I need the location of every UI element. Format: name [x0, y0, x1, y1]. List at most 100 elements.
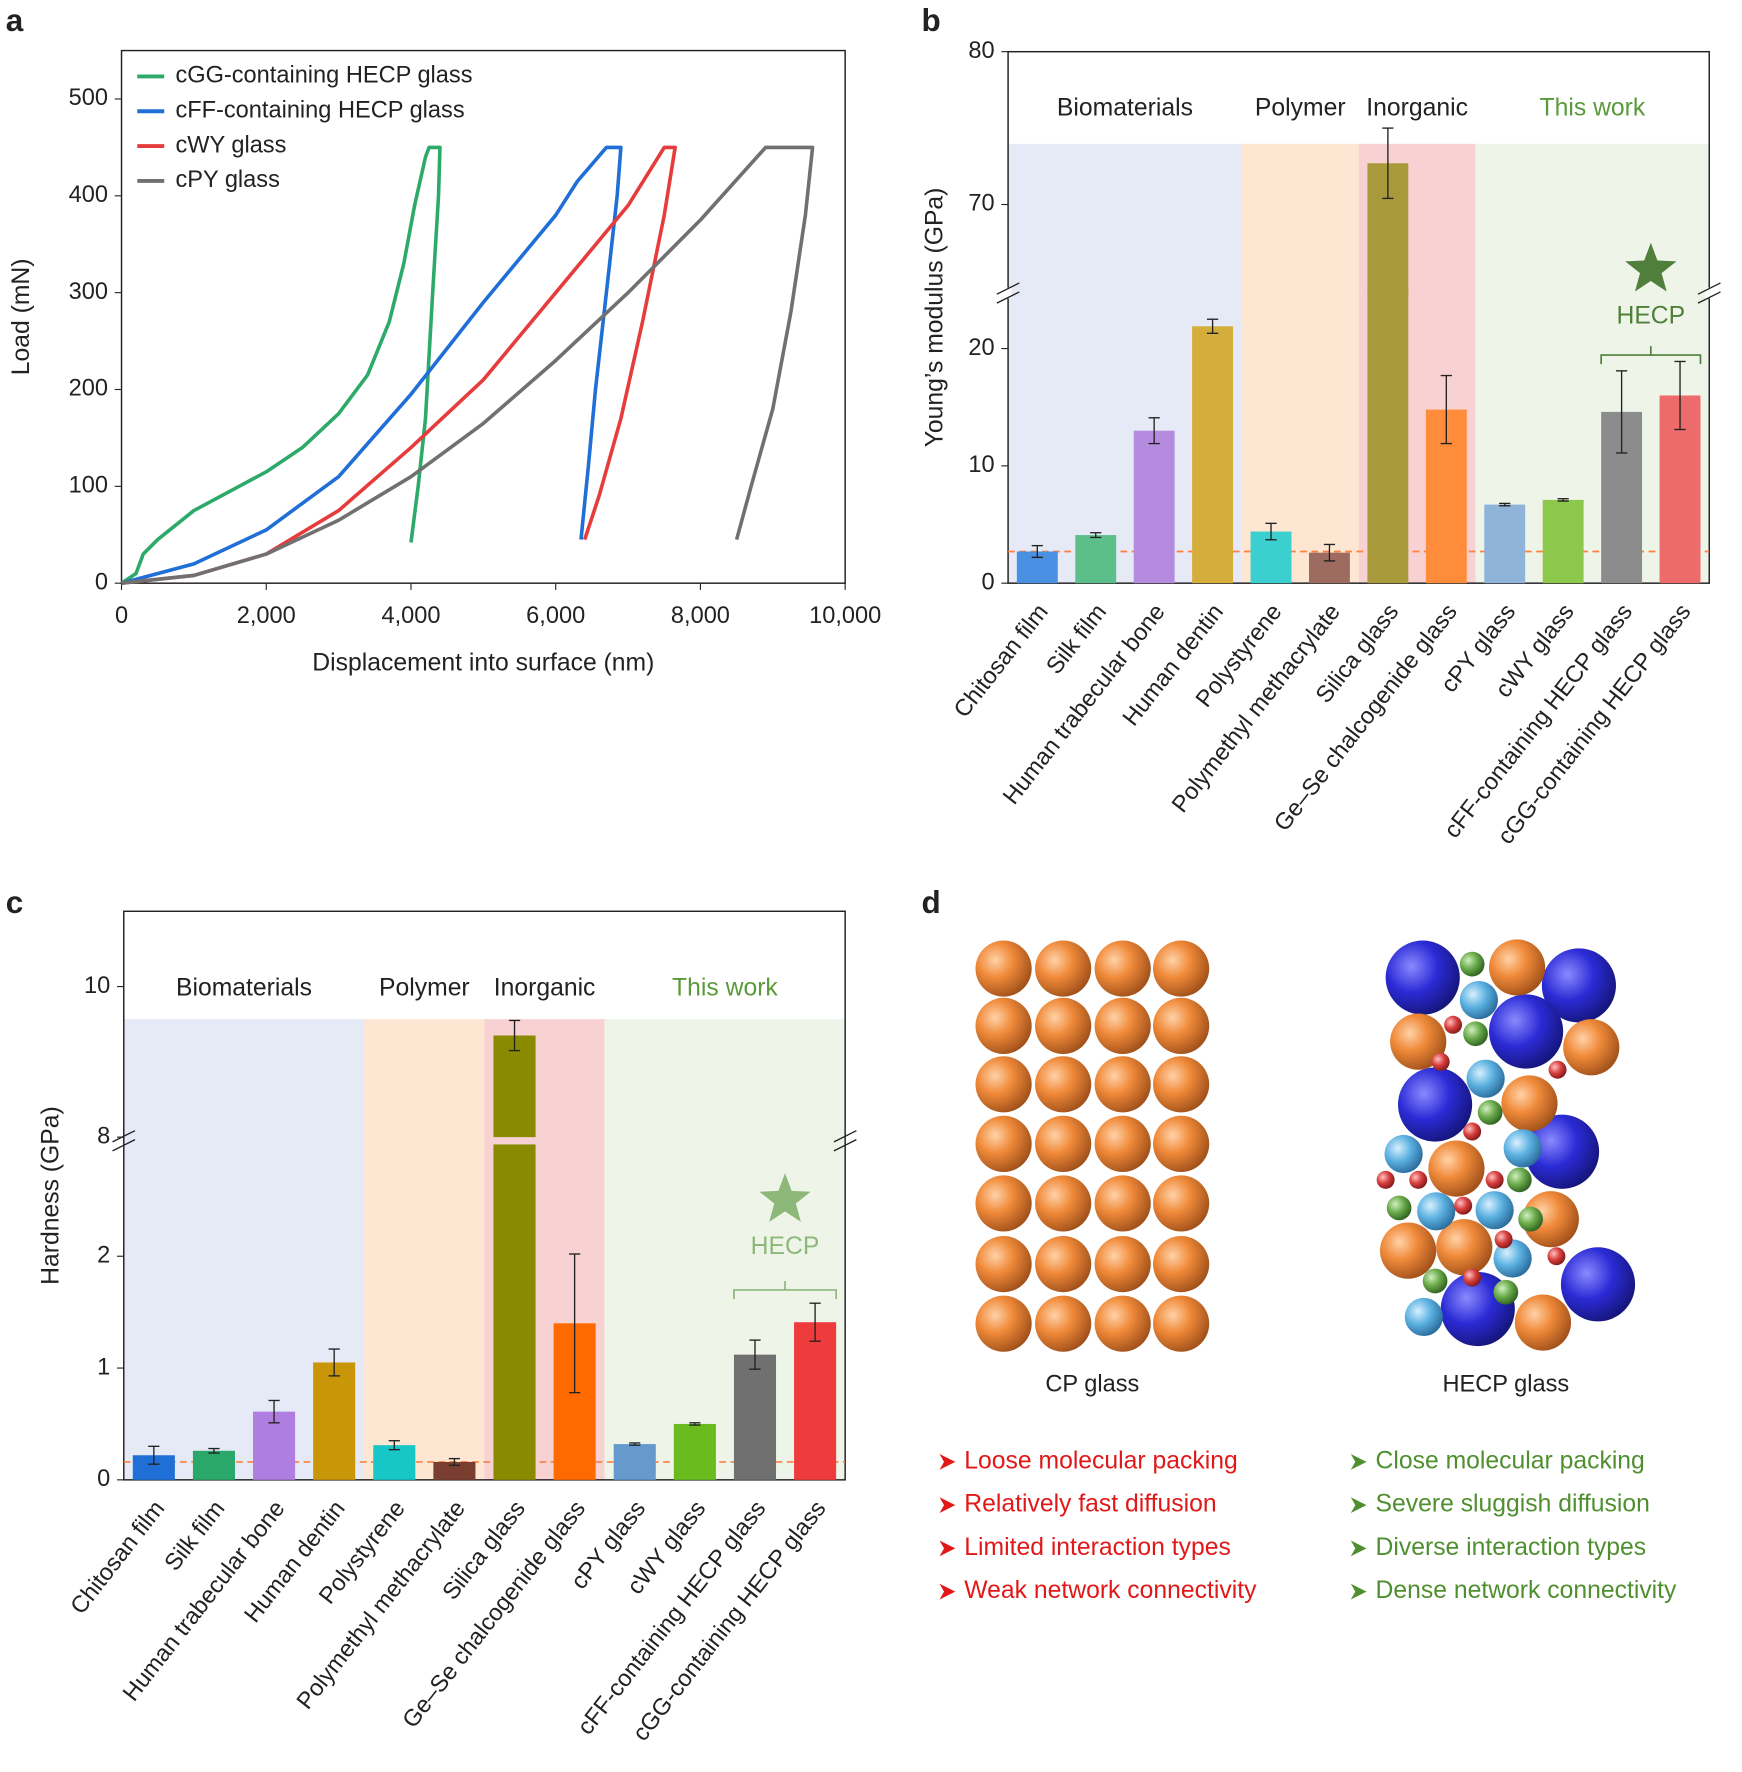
molecule-sphere: [1376, 1170, 1395, 1189]
molecule-sphere: [1385, 940, 1460, 1015]
molecule-sphere: [1035, 940, 1092, 997]
molecule-sphere: [1524, 1114, 1600, 1189]
bullet-arrow: [1350, 1497, 1367, 1513]
group-label: Inorganic: [494, 974, 596, 1001]
axis-break-mark: [996, 291, 1020, 304]
panel-letter: d: [922, 885, 941, 920]
axis-break: [1705, 287, 1713, 299]
y-tick-label: 10: [84, 972, 110, 998]
y-tick-label: 0: [981, 568, 994, 594]
molecule-sphere: [1459, 980, 1498, 1020]
bar: [373, 1445, 416, 1480]
plot-frame: [123, 910, 846, 1481]
bar: [192, 1450, 235, 1480]
bullet-arrow: [1350, 1540, 1367, 1557]
point-text: Close molecular packing: [1376, 1447, 1645, 1474]
axis-break-mark: [996, 282, 1020, 295]
plot-frame: [1007, 50, 1710, 584]
molecule-sphere: [1514, 1294, 1572, 1351]
y-tick-label: 80: [968, 37, 994, 63]
molecule-sphere: [1094, 1175, 1151, 1232]
group-region: [1241, 143, 1359, 584]
x-tick-label: 0: [115, 602, 128, 628]
annotation-label: HECP: [751, 1233, 820, 1260]
molecule-sphere: [1518, 1206, 1543, 1232]
molecule-sphere: [1503, 1129, 1542, 1168]
annotation-label: HECP: [1616, 302, 1685, 329]
caption: HECP glass: [1443, 1371, 1570, 1397]
y-tick-label: 500: [69, 84, 108, 110]
y-tick-label: 400: [69, 181, 108, 207]
molecule-sphere: [1094, 1236, 1151, 1293]
molecule-sphere: [1094, 1056, 1151, 1113]
molecule-sphere: [1397, 1067, 1473, 1142]
group-label: Polymer: [1255, 95, 1346, 122]
panel-letter: a: [6, 3, 24, 38]
molecule-sphere: [1475, 1191, 1514, 1230]
legend-label: cPY glass: [175, 166, 279, 192]
bar: [433, 1461, 476, 1480]
bar: [493, 1144, 536, 1480]
axis-break-mark: [112, 1139, 136, 1152]
molecule-sphere: [1485, 1170, 1504, 1189]
x-tick-label: 8,000: [671, 602, 730, 628]
plot-frame: [120, 49, 846, 584]
molecule-sphere: [1153, 1175, 1210, 1232]
molecule-sphere: [1493, 1279, 1519, 1305]
group-region: [364, 1019, 485, 1480]
molecule-sphere: [1384, 1134, 1423, 1174]
bullet-arrow: [939, 1583, 956, 1600]
bar: [493, 1035, 536, 1138]
molecule-sphere: [1417, 1192, 1456, 1231]
bullet-arrow: [1350, 1454, 1367, 1470]
molecule-sphere: [975, 997, 1032, 1054]
star-icon: [759, 1173, 811, 1222]
molecule-sphere: [1436, 1219, 1493, 1276]
molecule-sphere: [1153, 1056, 1210, 1113]
molecule-sphere: [1153, 940, 1210, 997]
y-tick-label: 300: [69, 278, 108, 304]
x-tick-label: 4,000: [381, 602, 440, 628]
molecule-sphere: [1489, 994, 1564, 1069]
molecule-sphere: [1548, 1060, 1567, 1079]
molecule-sphere: [1563, 1019, 1620, 1076]
y-tick-label: 2: [97, 1241, 110, 1267]
annotation-bracket: [1600, 346, 1702, 365]
group-label: Inorganic: [1366, 95, 1468, 122]
group-label: Polymer: [379, 974, 470, 1001]
molecule-sphere: [975, 1115, 1032, 1172]
molecule-sphere: [1153, 1236, 1210, 1293]
molecule-sphere: [1444, 1015, 1463, 1034]
molecule-sphere: [1493, 1239, 1532, 1278]
y-tick-label: 1: [97, 1353, 110, 1379]
y-tick-label: 10: [968, 451, 994, 477]
axis-break-mark: [1697, 282, 1721, 295]
point-text: Limited interaction types: [964, 1534, 1231, 1561]
bar: [1192, 326, 1234, 584]
x-tick-label: 2,000: [237, 602, 296, 628]
y-tick-label: 100: [69, 472, 108, 498]
molecule-sphere: [1035, 1115, 1092, 1172]
point-text: Diverse interaction types: [1376, 1534, 1647, 1561]
x-tick-label: 10,000: [809, 602, 881, 628]
annotation-bracket: [733, 1280, 837, 1299]
point-text: Relatively fast diffusion: [964, 1491, 1216, 1518]
bar: [733, 1354, 777, 1480]
molecule-sphere: [1431, 1052, 1450, 1071]
bullet-arrow: [939, 1540, 956, 1557]
molecule-sphere: [1094, 1115, 1151, 1172]
x-tick-label: Chitosan film: [65, 1495, 169, 1618]
group-label: Biomaterials: [1057, 95, 1193, 122]
group-label: This work: [1540, 95, 1646, 122]
bar: [1133, 430, 1175, 584]
molecule-sphere: [1560, 1247, 1636, 1322]
molecule-sphere: [1459, 951, 1485, 977]
bar: [613, 1444, 656, 1480]
molecule-sphere: [1466, 1059, 1505, 1098]
y-tick-label: 8: [97, 1122, 110, 1148]
molecule-sphere: [1035, 1236, 1092, 1293]
molecule-sphere: [1035, 1056, 1092, 1113]
y-tick-label: 0: [95, 568, 108, 594]
x-tick-label: 6,000: [526, 602, 585, 628]
